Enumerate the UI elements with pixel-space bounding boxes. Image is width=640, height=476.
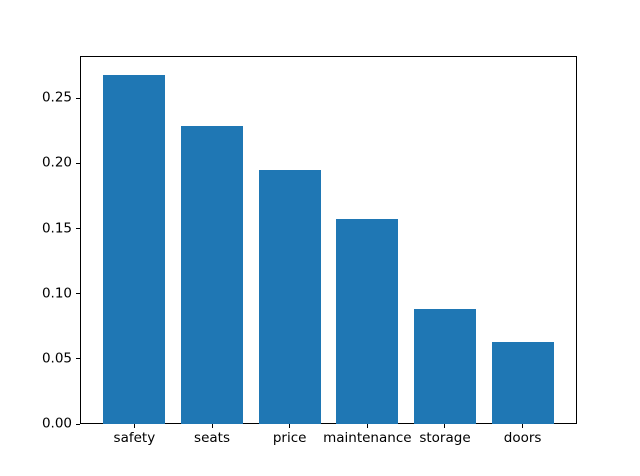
y-tick-label: 0.25 xyxy=(41,89,72,106)
bar-storage xyxy=(413,309,477,424)
x-tick-label-storage: storage xyxy=(419,430,471,446)
x-tick-label-price: price xyxy=(272,430,307,446)
x-tick-label-safety: safety xyxy=(113,430,156,446)
plot-area: 0.00 0.05 0.10 0.15 0.20 0.25 safety seats price… xyxy=(42,56,577,445)
y-tick-mark xyxy=(76,97,80,99)
x-tick-mark xyxy=(444,424,446,428)
x-tick-mark xyxy=(289,424,291,428)
y-tick-mark xyxy=(76,358,80,360)
bar-safety xyxy=(103,74,166,424)
y-tick-label: 0.00 xyxy=(41,415,72,432)
bar-seats xyxy=(180,125,244,424)
y-tick-label: 0.05 xyxy=(41,350,72,367)
bar-price xyxy=(258,169,321,424)
x-tick-mark xyxy=(133,424,135,428)
y-tick-label: 0.20 xyxy=(41,154,72,171)
x-tick-mark xyxy=(366,424,368,428)
y-tick-mark xyxy=(76,423,80,425)
x-tick-mark xyxy=(522,424,524,428)
x-tick-label-seats: seats xyxy=(194,430,230,446)
bar-maintenance xyxy=(336,219,399,424)
y-tick-label: 0.10 xyxy=(41,284,72,301)
bar-doors xyxy=(491,341,554,424)
y-tick-label: 0.15 xyxy=(41,219,72,236)
y-tick-mark xyxy=(76,162,80,164)
x-tick-label-doors: doors xyxy=(503,430,542,446)
x-tick-label-maintenance: maintenance xyxy=(323,430,412,446)
x-tick-mark xyxy=(211,424,213,428)
y-tick-mark xyxy=(76,293,80,295)
y-tick-mark xyxy=(76,228,80,230)
